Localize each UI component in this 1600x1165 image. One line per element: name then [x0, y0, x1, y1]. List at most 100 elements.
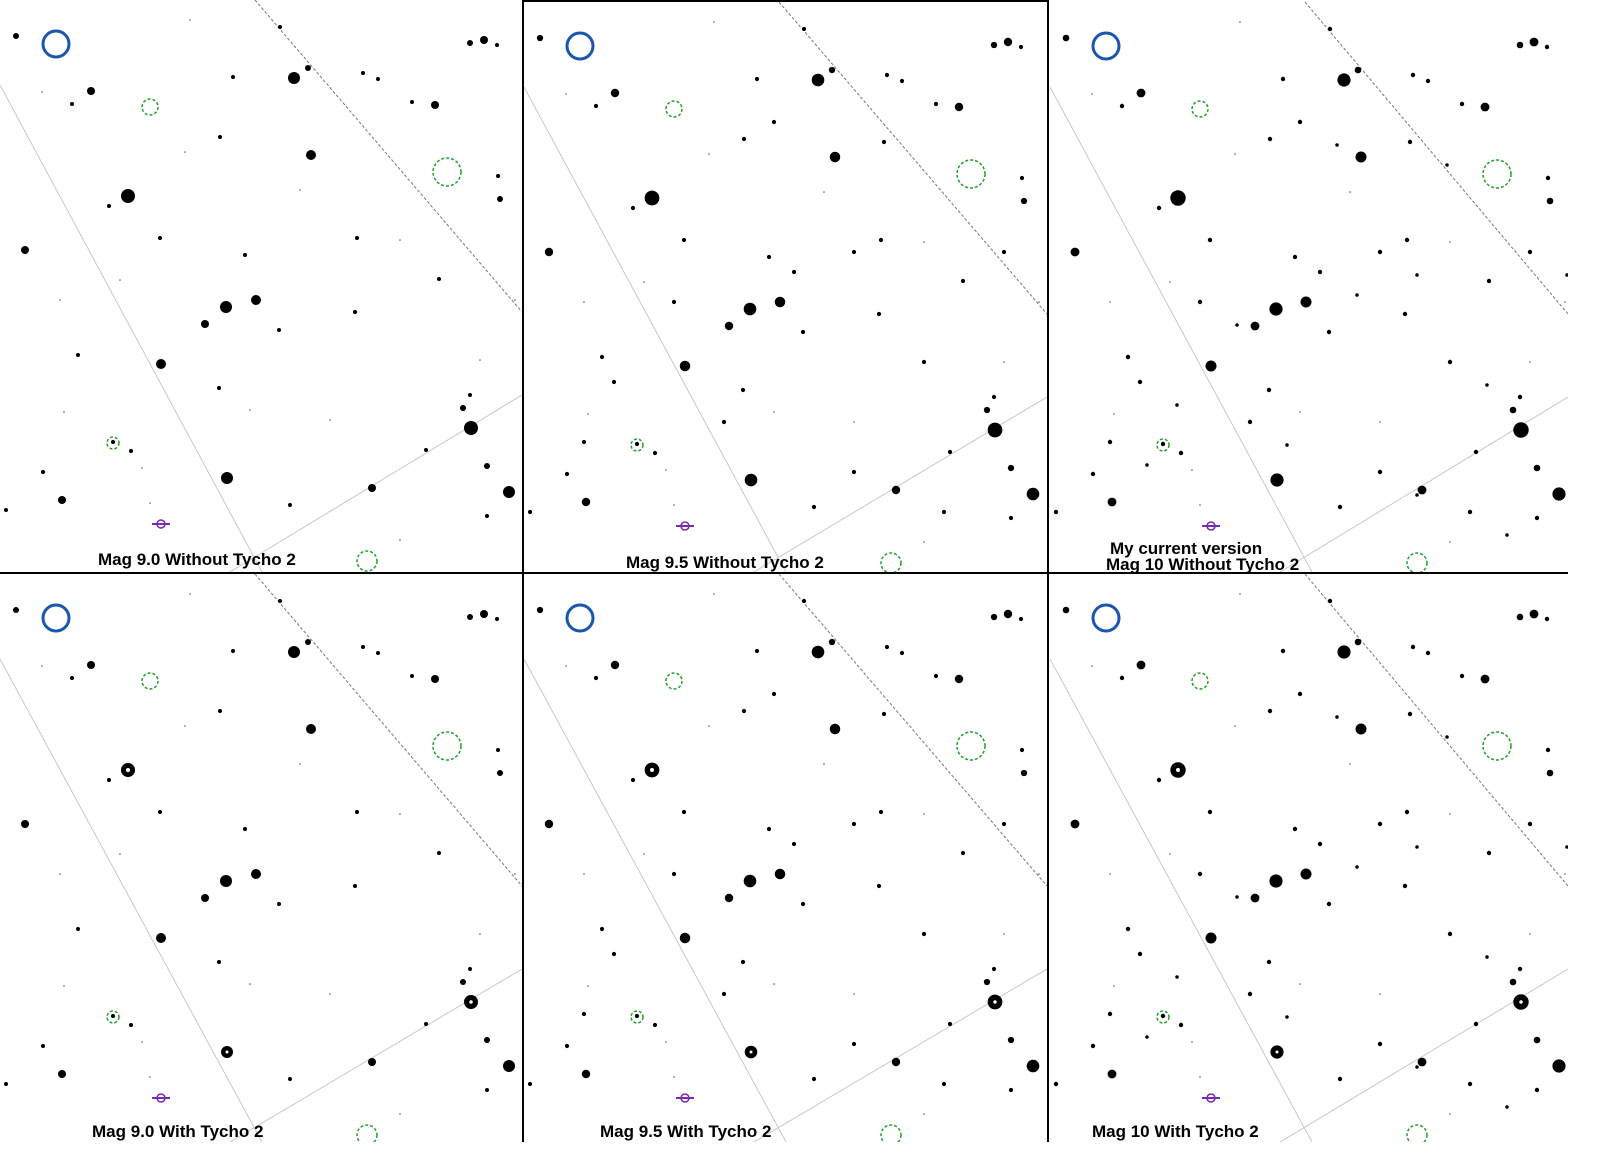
- star-chart-panel: [1050, 2, 1568, 572]
- star: [1297, 691, 1303, 697]
- star: [1019, 175, 1025, 181]
- star: [1070, 247, 1080, 257]
- star: [410, 100, 414, 104]
- faint-star: [1038, 301, 1040, 303]
- galaxy-marker: [565, 31, 595, 61]
- star: [158, 810, 162, 814]
- star: [503, 486, 515, 498]
- star: [353, 884, 357, 888]
- star-chart: [0, 0, 522, 572]
- cluster-marker: [1482, 159, 1512, 189]
- faint-star: [119, 853, 121, 855]
- star: [1136, 660, 1146, 670]
- faint-star: [823, 763, 825, 765]
- star: [634, 1013, 640, 1019]
- star: [1267, 708, 1273, 714]
- star: [599, 926, 605, 932]
- star: [1473, 449, 1479, 455]
- star: [1197, 871, 1203, 877]
- faint-star: [583, 301, 585, 303]
- grid-line: [229, 394, 522, 572]
- star: [1546, 197, 1554, 205]
- faint-star: [189, 19, 191, 21]
- star: [933, 673, 939, 679]
- star: [484, 1037, 490, 1043]
- faint-star: [1299, 411, 1301, 413]
- faint-star: [399, 539, 401, 541]
- star: [1445, 735, 1449, 739]
- star: [774, 296, 786, 308]
- star: [220, 875, 232, 887]
- star: [1459, 101, 1465, 107]
- star: [899, 78, 905, 84]
- faint-star: [713, 21, 715, 23]
- ecliptic-line: [778, 574, 1047, 887]
- star: [1170, 190, 1186, 206]
- star: [4, 508, 8, 512]
- star: [1292, 826, 1298, 832]
- star: [13, 33, 19, 39]
- faint-star: [773, 983, 775, 985]
- star: [1377, 249, 1383, 255]
- star: [791, 841, 797, 847]
- star: [353, 310, 357, 314]
- star: [58, 496, 66, 504]
- star: [1552, 487, 1566, 501]
- faint-star: [673, 504, 675, 506]
- star: [884, 72, 890, 78]
- star: [1527, 249, 1533, 255]
- star: [634, 441, 640, 447]
- star: [201, 320, 209, 328]
- star-chart-panel: [524, 2, 1047, 572]
- star: [1235, 323, 1239, 327]
- star: [480, 610, 488, 618]
- star: [1415, 1065, 1419, 1069]
- star: [1533, 1036, 1541, 1044]
- galaxy-marker: [41, 603, 71, 633]
- star: [437, 277, 441, 281]
- star: [1205, 932, 1217, 944]
- star: [1003, 37, 1013, 47]
- faint-star: [184, 725, 186, 727]
- star: [800, 901, 806, 907]
- faint-star: [1199, 504, 1201, 506]
- star: [1565, 845, 1568, 849]
- panel-divider: [0, 572, 1568, 574]
- star: [121, 189, 135, 203]
- star: [581, 1011, 587, 1017]
- star: [288, 503, 292, 507]
- faint-star: [1379, 993, 1381, 995]
- star: [1337, 504, 1343, 510]
- faint-star: [923, 813, 925, 815]
- faint-star: [587, 413, 589, 415]
- star: [410, 674, 414, 678]
- star: [1534, 515, 1540, 521]
- star: [527, 509, 533, 515]
- star: [1355, 865, 1359, 869]
- grid-line: [1279, 396, 1568, 572]
- star: [220, 301, 232, 313]
- star: [801, 598, 807, 604]
- star: [1207, 237, 1213, 243]
- star: [1505, 533, 1509, 537]
- star: [1326, 901, 1332, 907]
- star-chart: [1050, 574, 1568, 1142]
- star: [1160, 1013, 1166, 1019]
- star: [851, 469, 857, 475]
- star: [878, 809, 884, 815]
- star: [1178, 1022, 1184, 1028]
- cluster-marker: [956, 731, 986, 761]
- faint-star: [1449, 541, 1451, 543]
- star: [243, 827, 247, 831]
- star: [129, 449, 133, 453]
- star: [306, 724, 316, 734]
- cluster-marker: [1191, 672, 1209, 690]
- faint-star: [299, 763, 301, 765]
- star: [947, 1021, 953, 1027]
- star: [368, 484, 376, 492]
- star: [1445, 163, 1449, 167]
- faint-star: [249, 409, 251, 411]
- star: [800, 329, 806, 335]
- star: [1266, 959, 1272, 965]
- star: [921, 359, 927, 365]
